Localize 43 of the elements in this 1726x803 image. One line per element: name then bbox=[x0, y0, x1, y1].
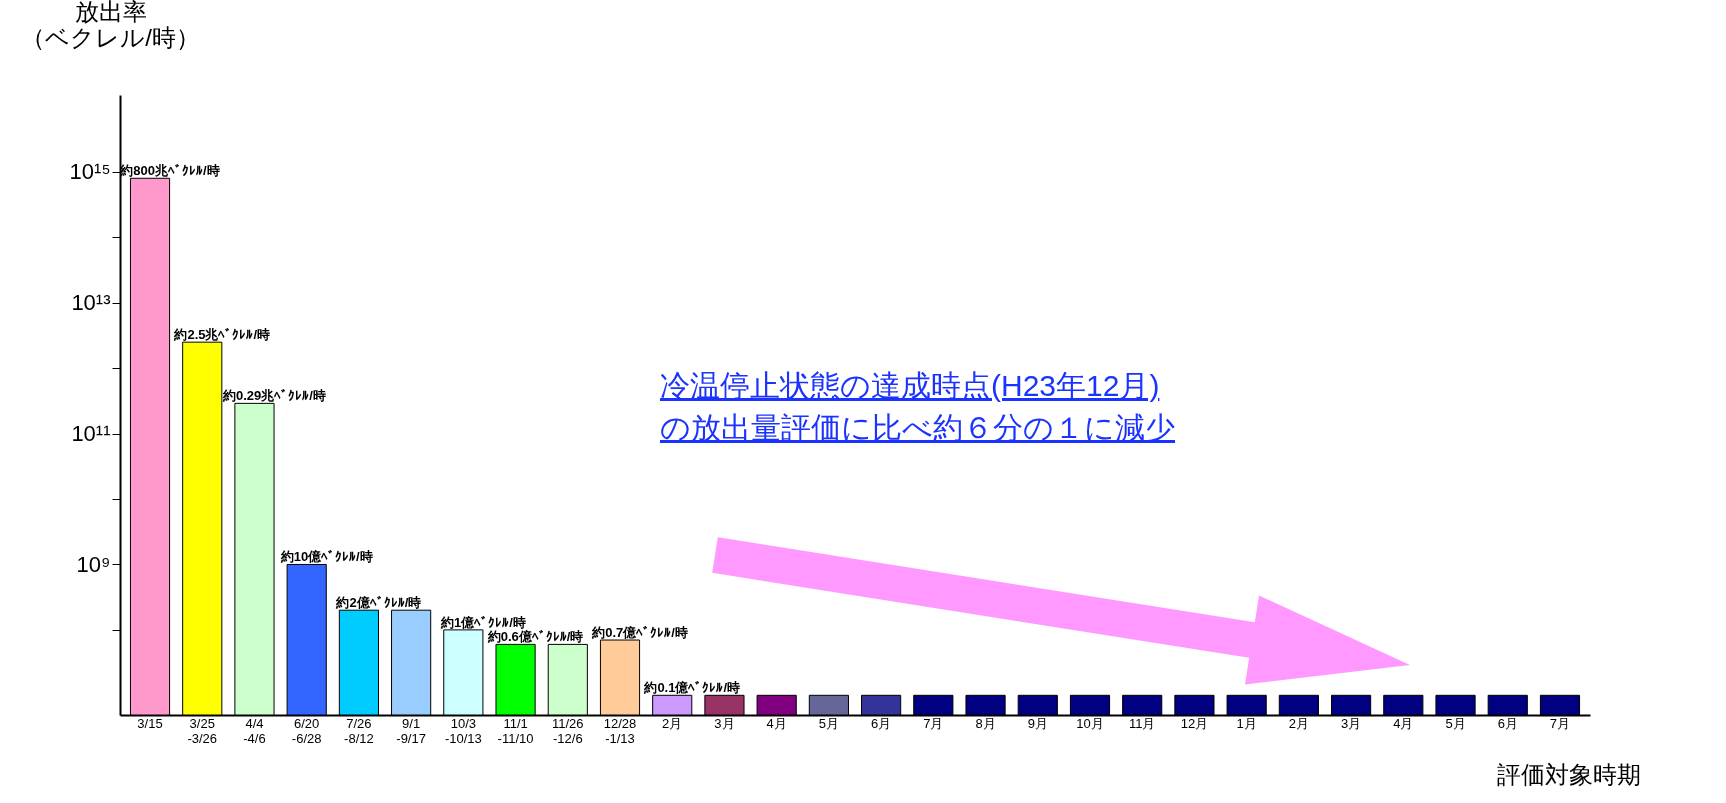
data-label: 約1億ﾍﾞｸﾚﾙ/時 bbox=[439, 614, 526, 630]
data-label: 約0.7億ﾍﾞｸﾚﾙ/時 bbox=[591, 625, 688, 641]
x-tick-label: 7/26 -8/12 bbox=[344, 715, 374, 746]
y-tick-label: 10¹¹ bbox=[71, 421, 111, 447]
x-tick-label: 2月 bbox=[1288, 715, 1309, 731]
x-tick-label: 10/3 -10/13 bbox=[444, 715, 482, 746]
x-tick-label: 5月 bbox=[818, 715, 840, 731]
annotation: 冷温停止状態の達成時点(H23年12月) の放出量評価に比べ約６分の１に減少 bbox=[660, 368, 1175, 446]
x-tick-label: 4月 bbox=[1393, 715, 1414, 731]
x-tick-label: 8月 bbox=[975, 715, 996, 731]
x-tick-label: 11/26 -12/6 bbox=[552, 715, 584, 746]
y-tick-label: 10⁹ bbox=[76, 551, 111, 577]
x-tick-label: 6月 bbox=[1497, 715, 1518, 731]
x-tick-label: 3月 bbox=[714, 715, 735, 731]
y-tick-label: 10¹³ bbox=[71, 290, 111, 316]
data-label: 約0.6億ﾍﾞｸﾚﾙ/時 bbox=[486, 629, 584, 645]
y-tick-label: 10¹⁵ bbox=[69, 159, 111, 185]
data-label: 約10億ﾍﾞｸﾚﾙ/時 bbox=[279, 549, 373, 565]
x-tick-label: 1月 bbox=[1236, 715, 1257, 731]
x-axis-title: 評価対象時期 bbox=[1496, 760, 1641, 788]
x-tick-label: 7月 bbox=[923, 715, 944, 731]
x-tick-label: 12月 bbox=[1180, 715, 1209, 731]
data-label: 約2億ﾍﾞｸﾚﾙ/時 bbox=[335, 595, 422, 611]
x-tick-label: 3月 bbox=[1340, 715, 1362, 731]
data-label: 約2.5兆ﾍﾞｸﾚﾙ/時 bbox=[173, 327, 271, 343]
x-tick-label: 12/28 -1/13 bbox=[603, 715, 637, 746]
x-tick-label: 6月 bbox=[870, 715, 892, 731]
x-tick-label: 9月 bbox=[1027, 715, 1048, 731]
x-tick-label: 11月 bbox=[1128, 715, 1156, 731]
x-tick-label: 2月 bbox=[662, 715, 683, 731]
x-tick-label: 5月 bbox=[1445, 715, 1466, 731]
x-tick-label: 4月 bbox=[766, 715, 787, 731]
x-tick-label: 6/20 -6/28 bbox=[291, 715, 322, 746]
data-label: 約0.1億ﾍﾞｸﾚﾙ/時 bbox=[643, 680, 741, 696]
x-tick-label: 10月 bbox=[1076, 715, 1104, 731]
x-tick-label: 3/15 bbox=[137, 715, 163, 731]
x-tick-label: 3/25 -3/26 bbox=[187, 715, 218, 746]
x-tick-label: 4/4 -4/6 bbox=[243, 715, 266, 746]
y-axis-title: 放出率（ベクレル/時） bbox=[21, 0, 200, 51]
x-tick-label: 7月 bbox=[1549, 715, 1571, 731]
x-tick-label: 9/1 -9/17 bbox=[396, 715, 426, 746]
data-label: 約0.29兆ﾍﾞｸﾚﾙ/時 bbox=[222, 388, 326, 404]
x-tick-label: 11/1 -11/10 bbox=[497, 715, 534, 746]
